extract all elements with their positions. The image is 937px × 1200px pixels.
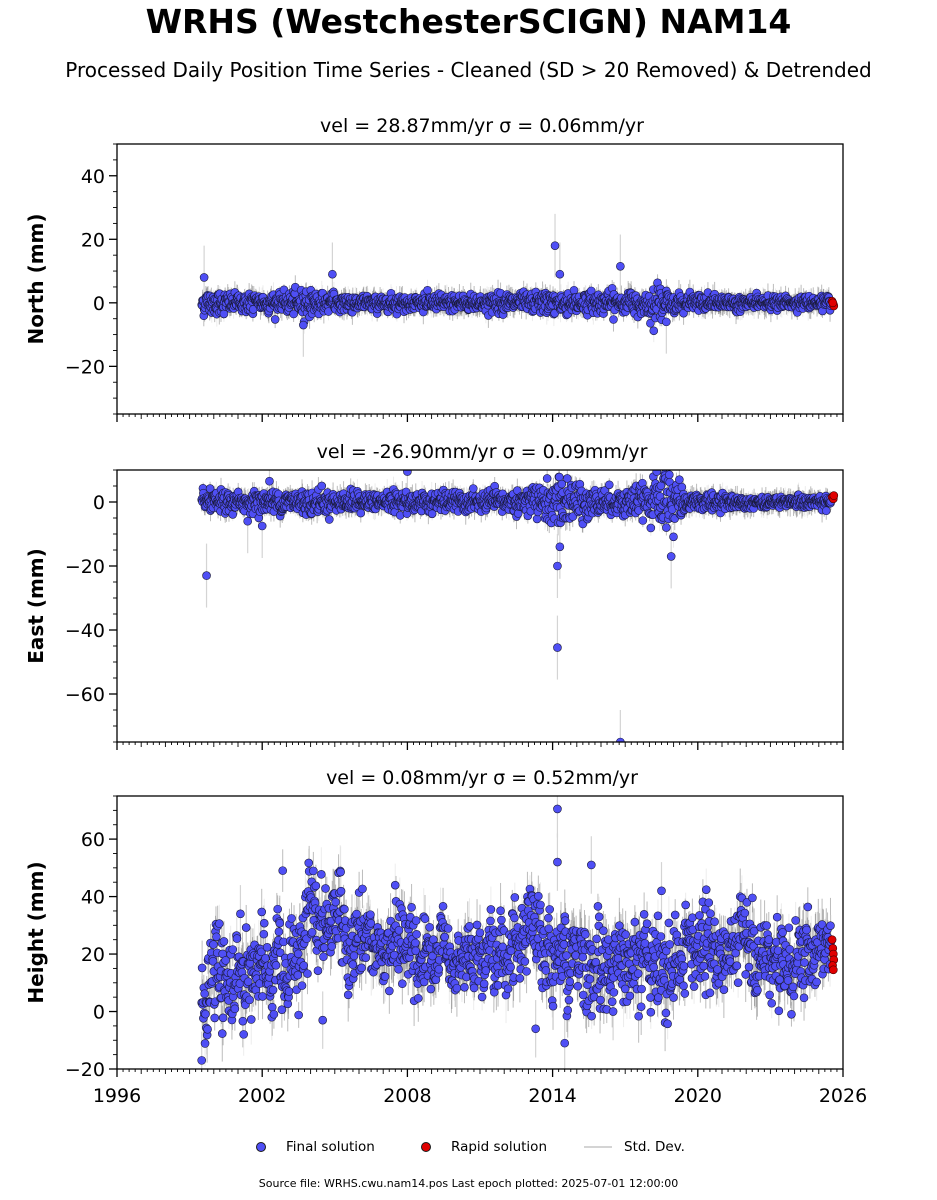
final-point — [317, 481, 327, 491]
y-tick-label: −20 — [65, 356, 105, 378]
final-point — [649, 326, 659, 336]
final-point — [616, 261, 625, 271]
final-point — [609, 315, 618, 324]
axes-frame — [116, 143, 844, 415]
final-point — [555, 269, 565, 279]
final-point — [328, 269, 337, 279]
figure-title: WRHS (WestchesterSCIGN) NAM14 — [145, 2, 792, 41]
final-solution-points — [197, 241, 836, 336]
final-point — [423, 285, 432, 295]
plot-area — [197, 470, 839, 742]
panel-title: vel = 28.87mm/yr σ = 0.06mm/yr — [320, 115, 644, 137]
final-point — [325, 515, 334, 524]
final-point — [199, 273, 209, 282]
final-point — [569, 285, 579, 295]
plot-area — [197, 213, 839, 357]
final-point — [299, 320, 308, 330]
y-tick-label: 20 — [81, 229, 105, 251]
final-point — [550, 241, 560, 250]
final-point — [586, 286, 596, 296]
y-tick-label: 0 — [93, 293, 105, 315]
final-point — [662, 317, 671, 327]
rapid-solution-points — [827, 296, 839, 311]
y-axis-label: North (mm) — [24, 213, 48, 344]
rapid-point — [828, 298, 838, 308]
final-point — [646, 318, 655, 328]
final-solution-points — [197, 470, 836, 742]
panel-0: −20 0 20 40 vel = 28.87mm/yr σ = 0.06mm/yr No… — [24, 115, 844, 422]
y-tick-label: 40 — [81, 166, 105, 188]
final-point — [289, 309, 298, 319]
final-point — [270, 315, 280, 324]
figure-subtitle: Processed Daily Position Time Series - C… — [65, 58, 872, 82]
